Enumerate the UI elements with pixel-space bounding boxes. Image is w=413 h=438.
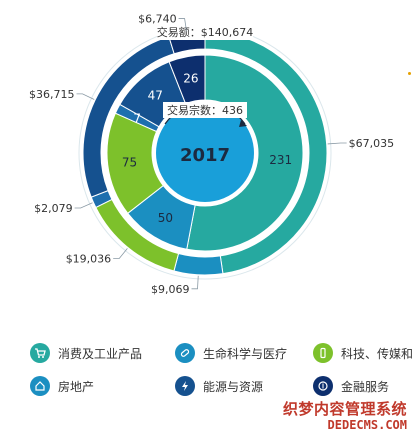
legend-item-financial: 金融服务 bbox=[313, 375, 389, 397]
outer-ring-slice bbox=[173, 252, 224, 276]
inner-data-label: 47 bbox=[148, 89, 163, 103]
energy-icon bbox=[175, 376, 195, 396]
house-icon bbox=[30, 376, 50, 396]
outer-label-bg bbox=[157, 24, 253, 40]
arrow-head-icon bbox=[239, 120, 247, 127]
legend-label: 科技、传媒和电 bbox=[341, 346, 413, 361]
inner-data-label: 50 bbox=[158, 211, 173, 225]
legend-item-real-estate: 房地产 bbox=[30, 375, 94, 397]
inner-data-label: 231 bbox=[269, 153, 292, 167]
donut-chart: 2017 交易宗数：436 交易额：$140,674 231 50 75 7 47 26 $67,… bbox=[29, 13, 395, 296]
legend-item-life-science: 生命科学与医疗 bbox=[175, 342, 287, 364]
legend-label: 生命科学与医疗 bbox=[203, 346, 288, 361]
legend-item-tmt: 科技、传媒和电 bbox=[313, 342, 413, 364]
legend-item-consumer: 消费及工业产品 bbox=[30, 342, 142, 364]
leader-line bbox=[74, 202, 93, 209]
legend-label: 金融服务 bbox=[341, 379, 390, 394]
center-disc bbox=[156, 104, 254, 202]
legend-label: 消费及工业产品 bbox=[58, 346, 143, 361]
leader-line bbox=[191, 275, 199, 290]
outer-ring-label: 交易额：$140,674 bbox=[157, 25, 254, 39]
inner-data-label: 26 bbox=[183, 71, 198, 85]
pill-icon bbox=[175, 343, 195, 363]
inner-ring-label: 交易宗数：436 bbox=[167, 103, 243, 117]
inner-data-label: 75 bbox=[122, 155, 137, 169]
ring-separator bbox=[101, 49, 309, 257]
watermark-line2: DEDECMS.COM bbox=[327, 417, 407, 432]
outer-data-label: $67,035 bbox=[349, 137, 395, 150]
decorative-dot bbox=[408, 72, 411, 75]
legend-label: 房地产 bbox=[58, 379, 95, 394]
inner-label-bg bbox=[163, 102, 247, 118]
leader-line bbox=[178, 18, 187, 32]
legend-label: 能源与资源 bbox=[203, 379, 264, 394]
watermark-line1: 织梦内容管理系统 bbox=[282, 399, 407, 418]
outer-data-label: $2,079 bbox=[34, 202, 73, 215]
inner-ring-slice bbox=[186, 54, 304, 252]
phone-icon bbox=[313, 343, 333, 363]
leader-line bbox=[76, 93, 95, 100]
inner-data-label: 7 bbox=[133, 112, 141, 126]
leader-line bbox=[113, 248, 128, 259]
legend-item-energy: 能源与资源 bbox=[175, 375, 263, 397]
watermark: 织梦内容管理系统 DEDECMS.COM bbox=[283, 400, 407, 432]
chart-legend: 消费及工业产品 生命科学与医疗 科技、传媒和电 房地产 能源与资源 金融服务 bbox=[30, 342, 413, 402]
outer-data-label: $36,715 bbox=[29, 88, 75, 101]
outer-data-label: $19,036 bbox=[66, 253, 112, 266]
outer-data-label: $6,740 bbox=[138, 13, 177, 26]
coin-icon bbox=[313, 376, 333, 396]
outer-data-label: $9,069 bbox=[151, 283, 190, 296]
cart-icon bbox=[30, 343, 50, 363]
center-year: 2017 bbox=[180, 145, 230, 166]
leader-line bbox=[327, 142, 347, 145]
